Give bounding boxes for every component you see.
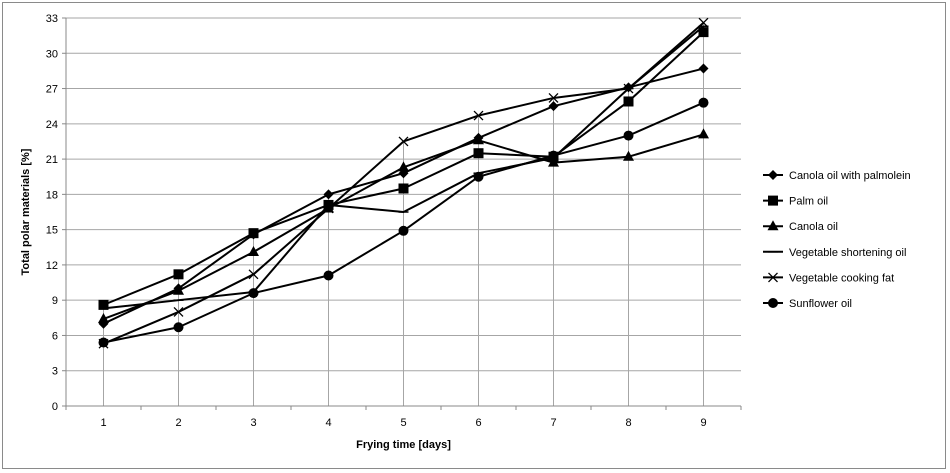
legend-item: Vegetable cooking fat bbox=[763, 272, 894, 284]
y-tick-label: 18 bbox=[46, 189, 58, 201]
data-point bbox=[98, 312, 109, 323]
data-point bbox=[248, 288, 259, 299]
legend-marker bbox=[768, 170, 778, 180]
series-6 bbox=[98, 97, 709, 348]
data-point bbox=[623, 130, 634, 141]
data-point bbox=[698, 128, 709, 139]
data-point bbox=[323, 189, 334, 200]
data-point bbox=[173, 322, 184, 333]
y-tick-label: 30 bbox=[46, 48, 58, 60]
data-point bbox=[398, 136, 409, 147]
legend-item: Sunflower oil bbox=[763, 298, 852, 310]
x-tick-label: 7 bbox=[550, 417, 556, 429]
x-tick-label: 1 bbox=[100, 417, 106, 429]
legend-item: Palm oil bbox=[763, 195, 828, 208]
y-tick-label: 3 bbox=[52, 366, 58, 378]
x-tick-label: 6 bbox=[475, 417, 481, 429]
data-point bbox=[173, 284, 184, 295]
x-axis-title: Frying time [days] bbox=[356, 439, 451, 451]
data-point bbox=[548, 101, 559, 112]
data-point bbox=[473, 171, 484, 182]
legend-label: Palm oil bbox=[789, 196, 828, 208]
y-tick-label: 0 bbox=[52, 401, 58, 413]
data-point bbox=[98, 299, 109, 310]
x-tick-label: 5 bbox=[400, 417, 406, 429]
data-point bbox=[548, 156, 559, 167]
data-point bbox=[473, 134, 484, 145]
legend-item: Canola oil with palmolein bbox=[763, 170, 911, 182]
legend-label: Vegetable shortening oil bbox=[789, 247, 906, 259]
data-point bbox=[398, 183, 409, 194]
legend-item: Canola oil bbox=[763, 220, 838, 233]
x-tick-label: 8 bbox=[625, 417, 631, 429]
legend-marker bbox=[768, 272, 778, 283]
data-point bbox=[698, 27, 709, 38]
x-tick-labels: 1 2 3 4 5 6 7 8 9 bbox=[100, 417, 706, 429]
series-group bbox=[98, 17, 709, 349]
y-axis-title: Total polar materials [%] bbox=[20, 148, 32, 275]
data-point bbox=[248, 228, 259, 239]
y-tick-label: 12 bbox=[46, 260, 58, 272]
data-point bbox=[398, 225, 409, 236]
series-3 bbox=[98, 128, 709, 323]
legend-marker bbox=[767, 220, 779, 231]
legend-marker bbox=[768, 195, 778, 206]
data-point bbox=[548, 150, 559, 161]
y-tick-label: 9 bbox=[52, 295, 58, 307]
data-point bbox=[623, 96, 634, 107]
drop-lines bbox=[103, 22, 704, 406]
series-2 bbox=[98, 27, 709, 310]
x-tick-label: 4 bbox=[325, 417, 331, 429]
data-point bbox=[698, 97, 709, 108]
y-tick-label: 6 bbox=[52, 330, 58, 342]
data-point bbox=[473, 110, 484, 121]
data-point bbox=[323, 270, 334, 281]
data-point bbox=[548, 92, 559, 103]
data-point bbox=[698, 63, 709, 74]
legend-label: Canola oil bbox=[789, 221, 838, 233]
data-point bbox=[323, 203, 334, 214]
legend-marker bbox=[768, 298, 778, 308]
data-point bbox=[698, 17, 709, 28]
data-point bbox=[398, 161, 409, 172]
x-tick-label: 2 bbox=[175, 417, 181, 429]
data-point bbox=[623, 150, 634, 161]
data-point bbox=[173, 269, 184, 280]
y-tick-label: 24 bbox=[46, 119, 58, 131]
data-point bbox=[248, 269, 259, 280]
y-tick-label: 33 bbox=[46, 13, 58, 25]
data-point bbox=[473, 148, 484, 159]
data-point bbox=[623, 83, 634, 94]
legend-item: Vegetable shortening oil bbox=[763, 247, 906, 259]
x-tick-label: 9 bbox=[700, 417, 706, 429]
y-tick-label: 15 bbox=[46, 225, 58, 237]
series-5 bbox=[98, 17, 709, 349]
y-tick-label: 21 bbox=[46, 154, 58, 166]
data-point bbox=[98, 337, 109, 348]
data-point bbox=[248, 245, 259, 256]
legend-label: Vegetable cooking fat bbox=[789, 272, 894, 284]
axes bbox=[62, 17, 742, 410]
legend: Canola oil with palmolein Palm oil Canola … bbox=[763, 170, 911, 310]
x-tick-label: 3 bbox=[250, 417, 256, 429]
legend-label: Canola oil with palmolein bbox=[789, 170, 911, 182]
legend-label: Sunflower oil bbox=[789, 298, 852, 310]
data-point bbox=[173, 306, 184, 317]
y-tick-label: 27 bbox=[46, 84, 58, 96]
y-tick-labels: 0 3 6 9 12 15 18 21 24 27 30 33 bbox=[46, 13, 58, 413]
